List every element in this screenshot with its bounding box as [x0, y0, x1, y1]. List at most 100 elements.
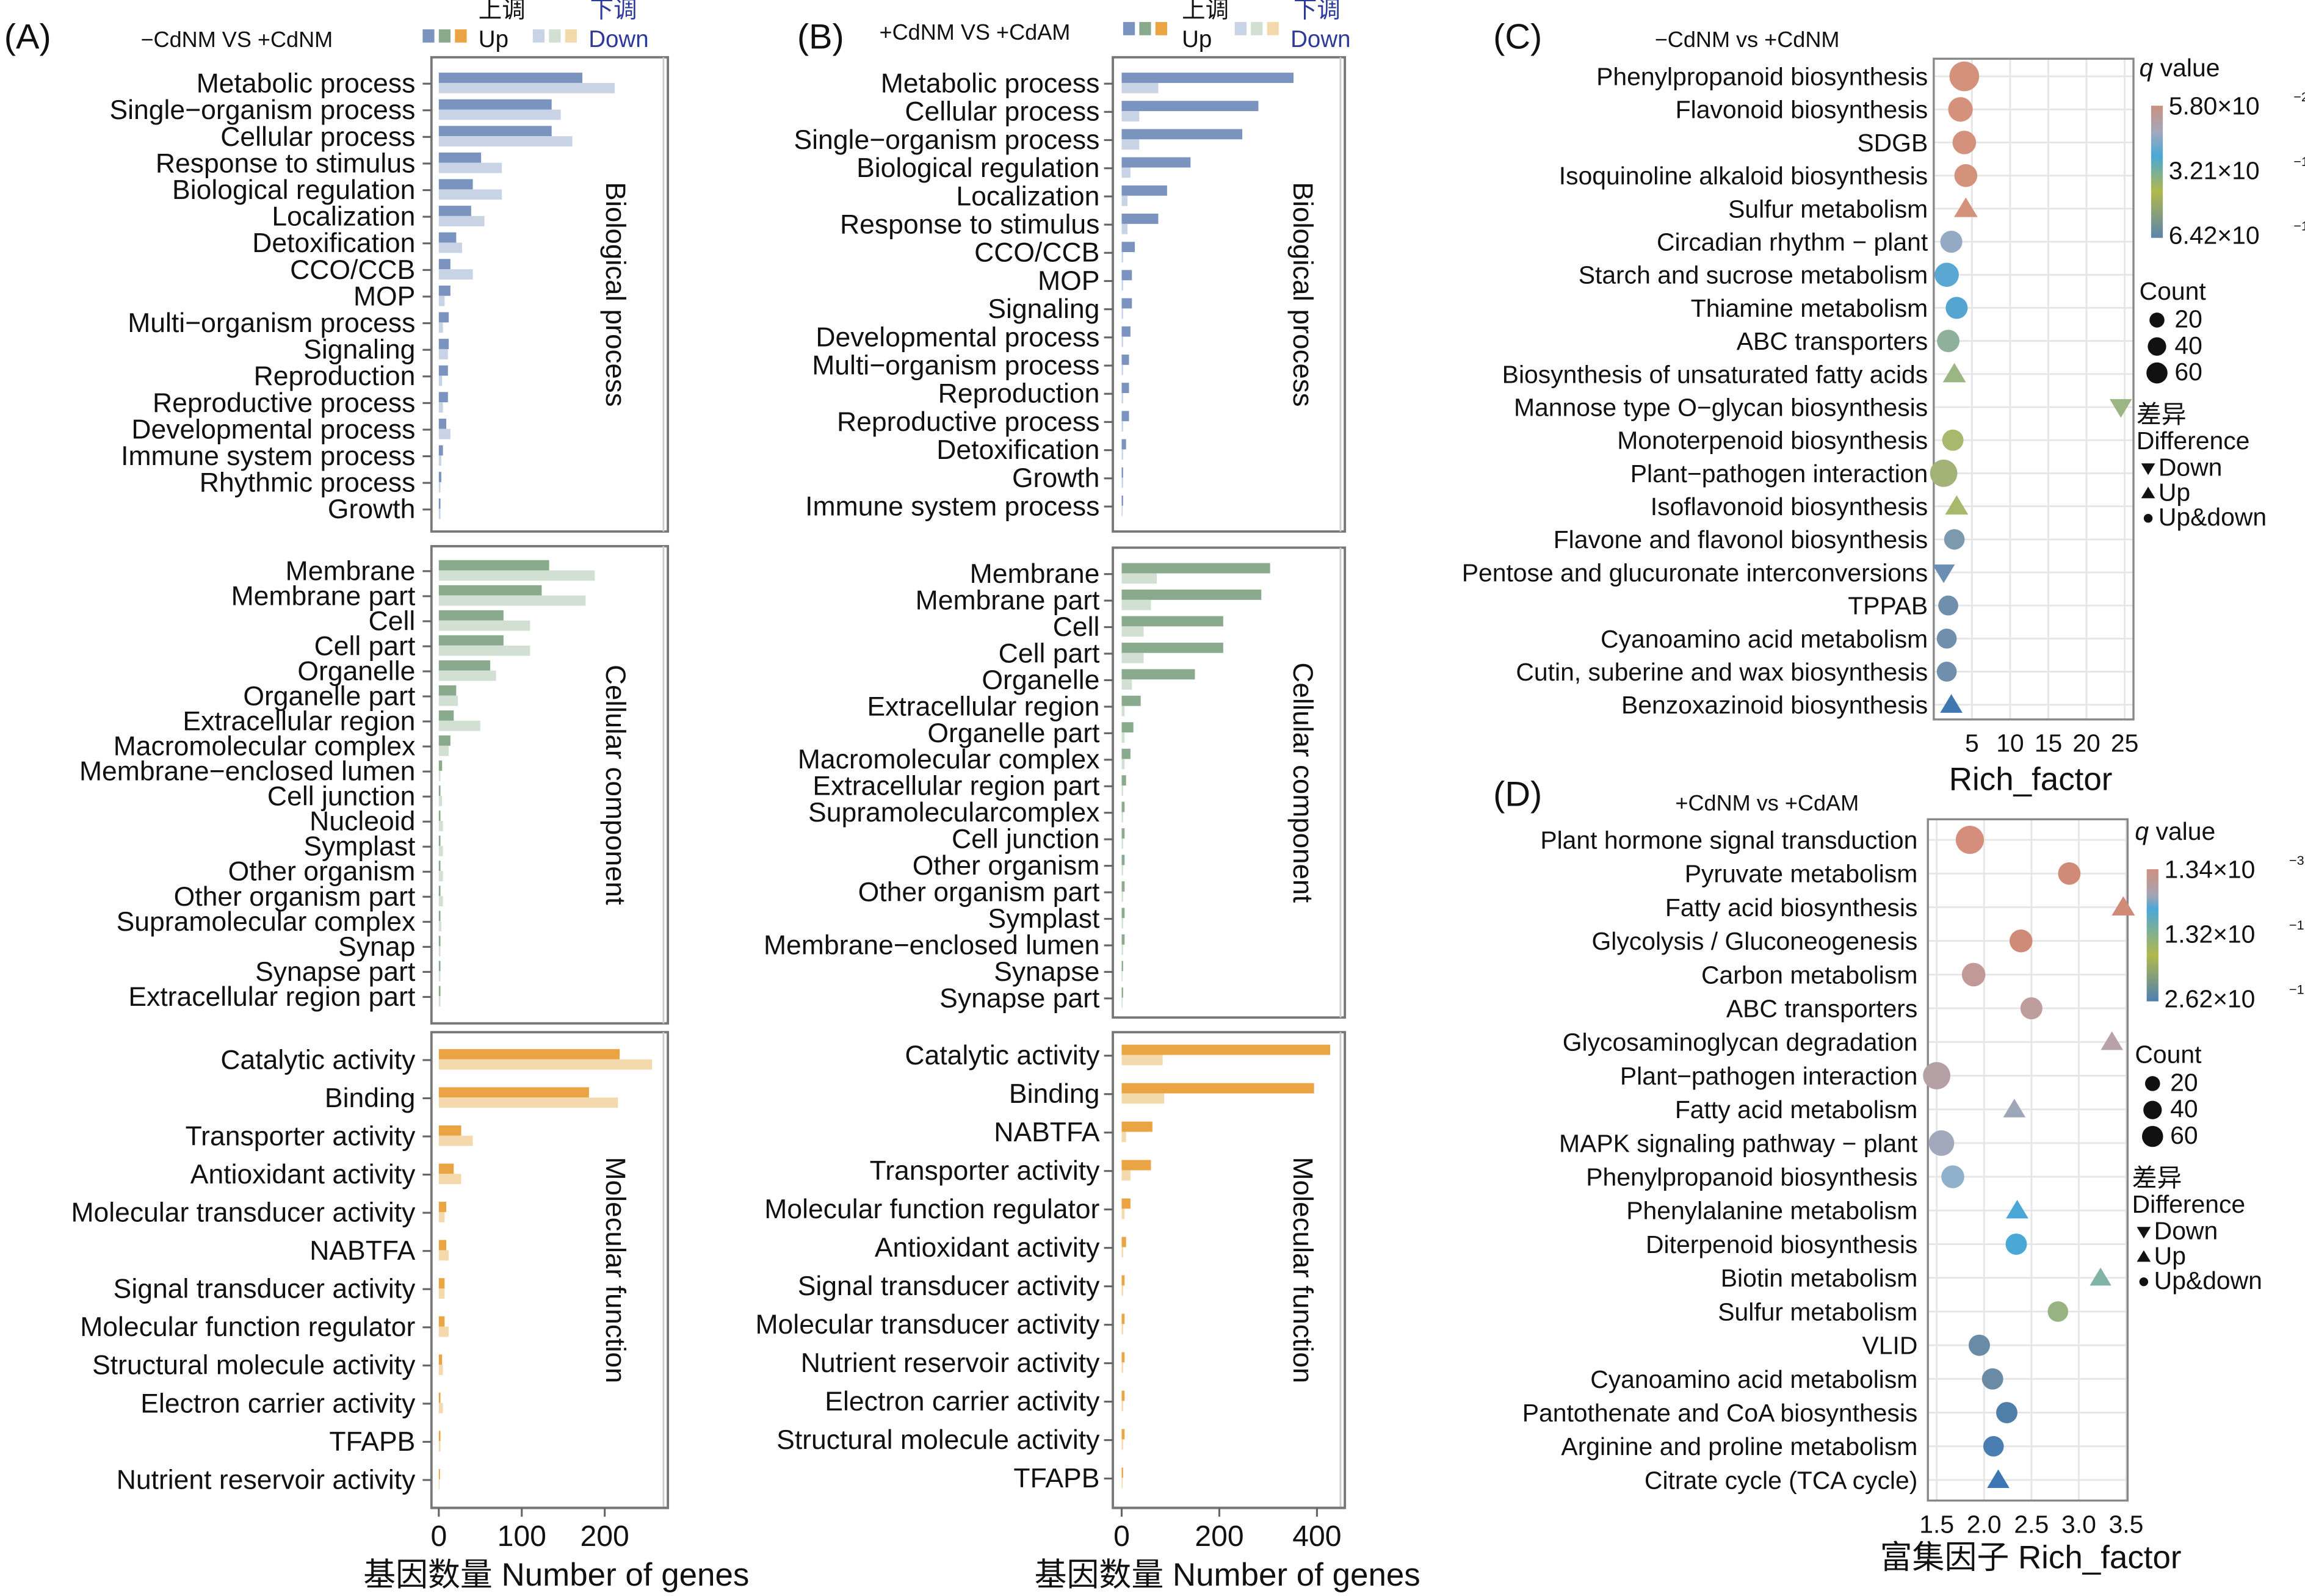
bar-down	[438, 946, 441, 957]
bar-down	[438, 109, 561, 120]
x-tick-label: 3.0	[2061, 1511, 2096, 1539]
panel-a-letter: (A)	[4, 17, 51, 56]
point-circle	[1955, 826, 1985, 854]
panel-c-dot-plot: Phenylpropanoid biosynthesis Flavonoid bi…	[1462, 54, 2305, 757]
legend-up: Up	[1182, 26, 1212, 52]
category-label: Response to stimulus	[840, 210, 1099, 240]
category-label: Membrane part	[231, 581, 416, 611]
category-label: Reproductive process	[837, 407, 1099, 437]
bar-up	[1121, 881, 1125, 892]
x-tick-label: 400	[1292, 1520, 1341, 1553]
category-label: Cellular process	[220, 122, 415, 152]
category-label: Molecular function regulator	[80, 1312, 415, 1342]
category-label: Symplast	[303, 832, 416, 862]
category-label: Growth	[328, 494, 415, 524]
bar-up	[1121, 298, 1132, 309]
bar-up	[438, 1392, 441, 1403]
colorbar-label: 5.80×10	[2169, 92, 2260, 120]
bar-down	[438, 846, 443, 856]
category-label: Detoxification	[936, 435, 1099, 465]
category-label: Membrane part	[916, 586, 1100, 616]
bar-down	[1121, 652, 1144, 663]
panel-d-xlabel: 富集因子 Rich_factor	[1880, 1539, 2182, 1575]
panel-a-header: (A) −CdNM VS +CdNM 上调 Up 下调 Down	[4, 0, 649, 56]
bar-up	[1121, 642, 1223, 653]
pathway-label: Citrate cycle (TCA cycle)	[1645, 1466, 1917, 1494]
bar-down	[438, 1326, 449, 1337]
count-legend-dot	[2148, 337, 2166, 356]
x-tick-label: 2.5	[2014, 1511, 2049, 1539]
bar-down	[438, 1211, 445, 1222]
bar-up	[1121, 157, 1191, 168]
pathway-label: Cyanoamino acid metabolism	[1590, 1365, 1917, 1393]
point-circle	[2139, 1277, 2149, 1287]
bar-up	[1121, 1313, 1125, 1324]
category-label: Localization	[272, 202, 415, 232]
bar-up	[1121, 563, 1270, 574]
bar-down	[1121, 706, 1125, 717]
bar-up	[1121, 383, 1129, 394]
pathway-label: Phenylpropanoid biosynthesis	[1586, 1163, 1917, 1191]
pathway-label: Biosynthesis of unsaturated fatty acids	[1502, 360, 1928, 388]
category-label: NABTFA	[309, 1236, 415, 1266]
bar-down	[438, 896, 443, 906]
category-label: Reproduction	[938, 379, 1100, 409]
category-label: Detoxification	[252, 228, 415, 258]
bar-down	[1121, 82, 1159, 93]
category-label: Electron carrier activity	[140, 1388, 416, 1418]
point-triangle-down	[1932, 564, 1955, 583]
bar-down	[438, 670, 496, 681]
point-triangle-up	[2003, 1099, 2026, 1118]
bar-up	[1121, 439, 1126, 450]
bar-up	[438, 498, 441, 509]
facet-frame	[430, 544, 670, 1025]
x-tick-label: 0	[1113, 1520, 1130, 1553]
category-label: Molecular transducer activity	[71, 1198, 416, 1228]
bar-up	[438, 152, 482, 163]
colorbar-exponent: −20	[2293, 89, 2305, 104]
q-italic: q	[2135, 817, 2149, 845]
panel-a-legend: 上调 Up 下调 Down	[422, 0, 649, 52]
point-circle	[1928, 1130, 1955, 1156]
legend-swatch-bp-up	[422, 29, 435, 43]
category-label: Metabolic process	[197, 69, 416, 99]
bar-up	[438, 99, 552, 110]
bar-down	[1121, 1170, 1131, 1181]
panel-b-legend: 上调 Up 下调 Down	[1123, 0, 1351, 52]
panel-b-facet-mf: Catalytic activity Binding NABTFA Transport…	[756, 1031, 1347, 1509]
category-label: Other organism	[228, 857, 416, 887]
pathway-label: TPPAB	[1848, 592, 1928, 620]
bar-down	[1121, 1362, 1123, 1373]
pathway-label: Fatty acid biosynthesis	[1665, 894, 1917, 922]
point-circle	[1996, 1402, 2017, 1423]
bar-up	[1121, 695, 1141, 706]
point-circle	[2143, 513, 2153, 523]
difference-legend-label: Up	[2154, 1241, 2186, 1269]
bar-up	[1121, 214, 1159, 224]
bar-up	[1121, 1083, 1314, 1094]
bar-up	[1121, 354, 1129, 365]
point-circle	[1923, 1062, 1951, 1089]
difference-legend-label: Down	[2158, 453, 2223, 481]
bar-down	[1121, 139, 1140, 150]
bar-up	[438, 635, 504, 646]
facet-strip-label: Cellular component	[1287, 662, 1319, 903]
category-label: Other organism part	[174, 882, 416, 912]
panel-a-facet-mf: Catalytic activity Binding Transporter act…	[71, 1031, 670, 1509]
category-label: Single−organism process	[109, 95, 415, 125]
bar-down	[438, 322, 443, 333]
point-circle	[1949, 61, 1980, 92]
legend-down: Down	[1290, 26, 1350, 52]
point-circle	[1981, 1368, 2003, 1390]
panel-c-legend: q value 5.80×10 −20 3.21×10 −1 6.42×10 −1 Count…	[2137, 54, 2305, 531]
value-text: value	[2149, 817, 2215, 845]
panel-b-letter: (B)	[797, 17, 844, 56]
bar-up	[1121, 669, 1195, 680]
category-label: Catalytic activity	[220, 1045, 416, 1075]
pathway-label: Carbon metabolism	[1701, 961, 1917, 989]
bar-up	[1121, 590, 1262, 600]
facet-strip-label: Cellular component	[600, 665, 631, 905]
pathway-label: Glycolysis / Gluconeogenesis	[1591, 927, 1917, 955]
